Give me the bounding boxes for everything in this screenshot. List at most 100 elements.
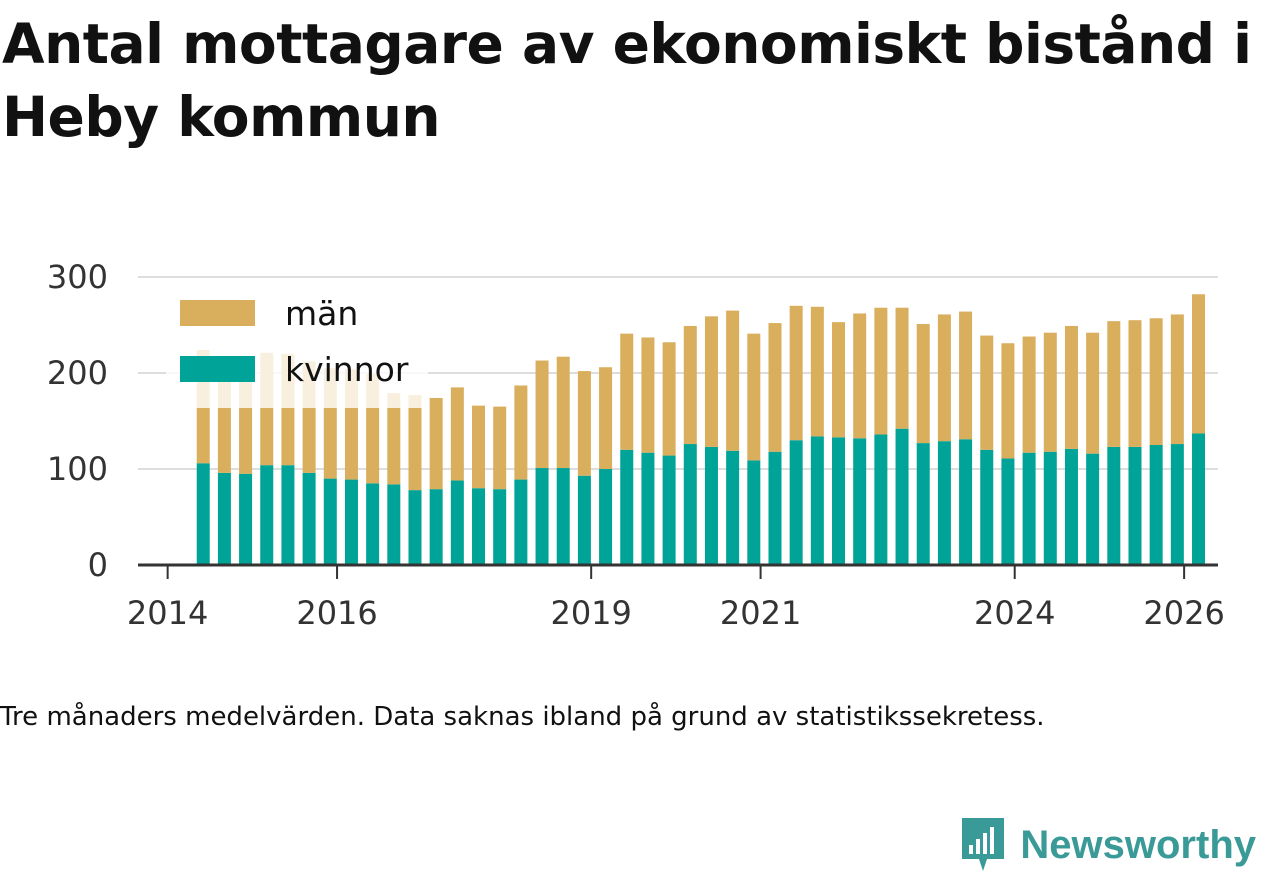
bar-man [683,325,697,445]
y-tick-label: 100 [47,450,108,488]
bar-man [1086,332,1100,454]
bar-man [493,406,507,490]
bar-kvinnor [472,488,486,565]
bar-kvinnor [239,473,253,565]
bar-kvinnor [683,444,697,565]
bar-kvinnor [281,465,295,565]
bar-man [937,314,951,442]
bar-kvinnor [1107,446,1121,565]
legend-swatch-kvinnor [180,356,255,382]
bar-man [641,337,655,453]
bar-man [1043,332,1057,452]
bar-man [514,385,528,480]
bar-kvinnor [1086,453,1100,565]
bar-kvinnor [980,449,994,565]
axes: 0 100 200 300 2014 2016 2019 2021 2024 2026 [47,258,1225,632]
bar-man [472,405,486,489]
y-tick-label: 300 [47,258,108,296]
bar-kvinnor [662,455,676,565]
bar-man [387,393,401,485]
legend: män kvinnor [166,288,428,408]
bar-kvinnor [726,450,740,565]
bar-kvinnor [874,434,888,565]
x-tick-label: 2014 [127,594,208,632]
bar-man [726,310,740,451]
bar-kvinnor [535,468,549,565]
bar-kvinnor [260,465,274,565]
x-tick-label: 2026 [1143,594,1224,632]
bar-man [1001,343,1015,459]
bar-man [556,356,570,469]
bar-man [789,305,803,441]
bar-kvinnor [344,479,358,565]
bar-kvinnor [196,463,210,565]
bar-kvinnor [387,484,401,565]
bar-kvinnor [577,475,591,565]
bar-man [704,316,718,447]
bar-kvinnor [832,437,846,565]
bar-kvinnor [217,472,231,565]
bar-kvinnor [959,439,973,565]
newsworthy-chart-icon [962,818,1005,871]
bar-kvinnor [408,490,422,565]
bar-man [1064,325,1078,449]
bar-man [853,313,867,439]
brand-name: Newsworthy [1020,822,1256,867]
brand-logo[interactable]: Newsworthy [958,815,1256,875]
bar-man [959,311,973,440]
bar-kvinnor [514,479,528,565]
legend-swatch-man [180,300,255,326]
bar-kvinnor [895,428,909,565]
bar-man [1170,314,1184,445]
bar-kvinnor [1022,452,1036,565]
bar-man [1192,294,1206,434]
bar-kvinnor [704,446,718,565]
bar-kvinnor [1064,448,1078,565]
bar-kvinnor [768,451,782,565]
bar-man [747,333,761,461]
bar-kvinnor [493,489,507,565]
chart-caption: Tre månaders medelvärden. Data saknas ib… [0,702,1045,732]
y-tick-label: 200 [47,354,108,392]
bar-man [620,333,634,450]
bar-man [874,307,888,435]
bar-man [408,395,422,491]
bar-kvinnor [1192,433,1206,565]
x-tick-label: 2021 [720,594,801,632]
bar-kvinnor [1149,445,1163,565]
bar-kvinnor [620,449,634,565]
bar-kvinnor [641,452,655,565]
x-tick-label: 2024 [974,594,1055,632]
chart-title: Antal mottagare av ekonomiskt bistånd i … [2,12,1252,149]
bar-kvinnor [916,443,930,565]
bar-man [895,307,909,429]
bar-kvinnor [556,468,570,565]
bar-kvinnor [302,472,316,565]
bar-kvinnor [747,460,761,565]
bars [196,294,1206,565]
bar-kvinnor [429,489,443,565]
legend-label: män [285,294,358,333]
bar-kvinnor [853,438,867,565]
bar-kvinnor [1128,446,1142,565]
bar-man [577,371,591,476]
bar-man [429,397,443,490]
legend-label: kvinnor [285,350,409,389]
bar-kvinnor [599,469,613,565]
bar-man [1107,321,1121,447]
bar-man [1149,318,1163,445]
bar-kvinnor [810,436,824,565]
x-tick-label: 2019 [550,594,631,632]
bar-kvinnor [1043,451,1057,565]
bar-man [599,367,613,469]
bar-kvinnor [366,483,380,565]
bar-kvinnor [1001,458,1015,565]
bar-kvinnor [450,480,464,565]
bar-man [980,335,994,450]
bar-man [1128,320,1142,447]
bar-kvinnor [789,440,803,565]
bar-man [916,324,930,444]
bar-kvinnor [1170,444,1184,565]
